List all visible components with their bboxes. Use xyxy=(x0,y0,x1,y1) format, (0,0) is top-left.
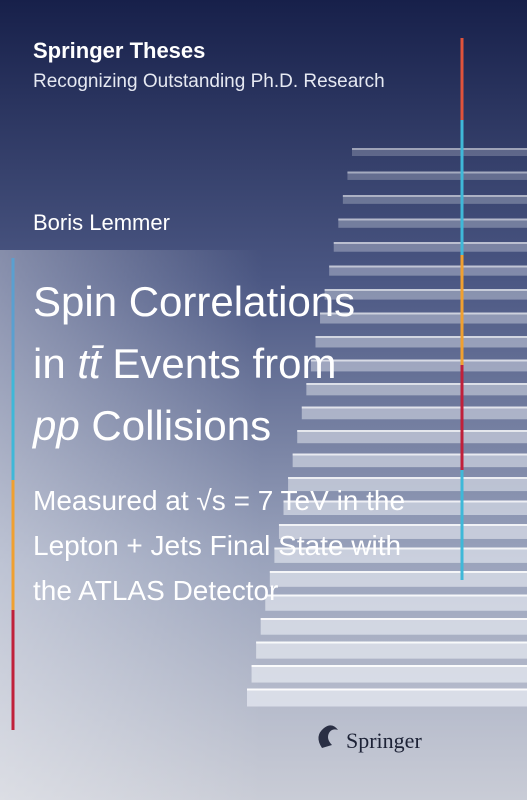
title-part: Spin Correlations xyxy=(33,278,355,325)
stair-edge xyxy=(352,148,527,150)
stair-face xyxy=(292,453,527,468)
stair-edge xyxy=(265,594,527,597)
stair-face xyxy=(288,477,527,492)
subtitle-part: = 7 TeV in the xyxy=(226,485,405,516)
series-name: Springer Theses xyxy=(33,38,205,63)
stair-face xyxy=(301,406,527,420)
stair-face xyxy=(342,195,527,204)
stair-edge xyxy=(320,312,527,315)
stair-edge xyxy=(251,665,527,667)
subtitle-line: the ATLAS Detector xyxy=(33,575,278,606)
stair-edge xyxy=(292,453,527,456)
title: Spin Correlations in tt̄ Events from pp Co… xyxy=(31,278,355,449)
subtitle-line: Measured at √s = 7 TeV in the xyxy=(33,485,405,516)
stair-edge xyxy=(324,289,527,291)
stair-edge xyxy=(310,359,527,362)
stair-face xyxy=(247,688,527,707)
stair-face xyxy=(329,265,527,276)
title-line: pp Collisions xyxy=(31,402,271,449)
stair-face xyxy=(256,641,527,659)
subtitle-part: Lepton + Jets Final State with xyxy=(33,530,401,561)
stair-edge xyxy=(333,242,527,244)
stair-face xyxy=(260,618,527,635)
stair-edge xyxy=(301,406,527,409)
subtitle-part: √s xyxy=(196,485,225,516)
stair-face xyxy=(278,524,527,539)
stair-edge xyxy=(283,500,527,503)
stair-face xyxy=(338,218,527,228)
stair-face xyxy=(333,242,527,252)
title-part: pp xyxy=(31,402,80,449)
subtitle-part: Measured at xyxy=(33,485,196,516)
stair-face xyxy=(352,148,527,156)
subtitle-part: the ATLAS Detector xyxy=(33,575,278,606)
stair-edge xyxy=(247,688,527,691)
stair-face xyxy=(315,336,527,348)
title-part: in xyxy=(33,340,77,387)
subtitle: Measured at √s = 7 TeV in the Lepton + Je… xyxy=(33,485,405,606)
stair-edge xyxy=(288,477,527,479)
stair-edge xyxy=(342,195,527,197)
publisher-logo: Springer xyxy=(318,725,422,753)
stair-face xyxy=(320,312,527,324)
stair-edge xyxy=(347,171,527,174)
stair-edge xyxy=(278,524,527,526)
stair-face xyxy=(269,571,527,587)
stair-face xyxy=(324,289,527,300)
author: Boris Lemmer xyxy=(33,210,170,235)
stair-edge xyxy=(274,547,527,550)
color-rails xyxy=(11,38,464,730)
title-line: Spin Correlations xyxy=(33,278,355,325)
stair-edge xyxy=(329,265,527,268)
stair-edge xyxy=(306,383,527,385)
stair-face xyxy=(251,665,527,683)
stair-edge xyxy=(256,641,527,644)
stair-face xyxy=(347,171,527,180)
stair-face xyxy=(274,547,527,563)
stair-edge xyxy=(269,571,527,573)
stair-face xyxy=(265,594,527,611)
stairs xyxy=(247,148,527,707)
horse-icon xyxy=(318,725,338,748)
stair-edge xyxy=(315,336,527,338)
title-part: tt̄ xyxy=(77,340,104,387)
stair-face xyxy=(297,430,527,444)
series-subtitle: Recognizing Outstanding Ph.D. Research xyxy=(33,71,385,92)
title-part: Collisions xyxy=(80,402,271,449)
stair-edge xyxy=(297,430,527,432)
stair-edge xyxy=(338,218,527,221)
title-part: Events from xyxy=(101,340,337,387)
stair-face xyxy=(310,359,527,372)
title-line: in tt̄ Events from xyxy=(33,340,336,387)
subtitle-line: Lepton + Jets Final State with xyxy=(33,530,401,561)
publisher: Springer xyxy=(346,728,422,753)
stair-edge xyxy=(260,618,527,620)
stair-face xyxy=(306,383,527,396)
stair-face xyxy=(283,500,527,516)
